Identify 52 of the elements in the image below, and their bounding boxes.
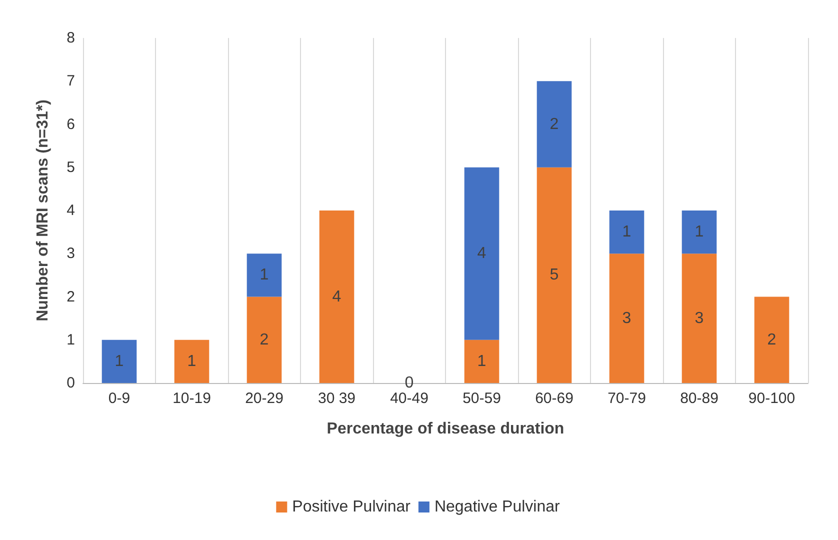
x-tick-label: 80-89 — [680, 390, 718, 407]
bar — [609, 254, 644, 383]
y-tick-label: 4 — [66, 202, 75, 219]
bar — [246, 254, 282, 297]
data-label: 2 — [260, 331, 269, 348]
bar — [754, 296, 790, 383]
x-tick-label: 90-100 — [748, 390, 796, 407]
y-tick-label: 6 — [66, 116, 75, 133]
bar — [609, 210, 644, 254]
bar — [174, 340, 210, 383]
data-label: 1 — [260, 266, 269, 284]
y-tick-label: 8 — [66, 30, 75, 46]
data-label: 1 — [114, 352, 124, 370]
x-tick-label: 20-29 — [245, 390, 284, 407]
bar — [536, 167, 572, 383]
data-label: 5 — [550, 266, 559, 284]
x-tick-label: 50-59 — [462, 390, 501, 407]
y-tick-label: 5 — [66, 158, 75, 176]
x-tick-label: 30 39 — [318, 390, 356, 407]
y-tick-label: 1 — [66, 331, 75, 348]
data-label: 3 — [694, 310, 704, 327]
bar — [536, 81, 572, 168]
bar — [464, 340, 500, 383]
bar — [102, 340, 137, 383]
legend-label: Negative Pulvinar — [434, 498, 561, 516]
x-tick-label: 0-9 — [108, 390, 130, 407]
data-label: 1 — [622, 224, 632, 241]
x-tick-label: 60-69 — [535, 390, 574, 407]
x-axis-title: Percentage of disease duration — [326, 420, 564, 438]
bar — [464, 167, 500, 340]
y-axis-title: Number of MRI scans (n=31*) — [34, 100, 52, 322]
bar — [319, 210, 354, 383]
data-label: 4 — [477, 245, 486, 262]
data-label: 2 — [767, 331, 776, 348]
bar — [682, 210, 717, 254]
data-label: 1 — [187, 352, 196, 370]
data-label: 1 — [477, 352, 486, 370]
legend-label: Positive Pulvinar — [292, 498, 412, 516]
y-tick-label: 3 — [66, 245, 75, 262]
bar — [682, 254, 717, 383]
x-tick-label: 70-79 — [608, 390, 646, 407]
data-label: 3 — [622, 310, 632, 327]
data-label: 2 — [550, 116, 559, 133]
y-tick-label: 7 — [66, 72, 75, 90]
y-tick-label: 2 — [66, 288, 75, 306]
bar — [246, 296, 282, 383]
x-tick-label: 40-49 — [390, 390, 428, 407]
data-label: 1 — [694, 224, 704, 241]
y-tick-label: 0 — [66, 374, 75, 392]
data-label: 4 — [332, 288, 342, 306]
x-tick-label: 10-19 — [172, 390, 211, 407]
data-label: 0 — [404, 374, 414, 392]
